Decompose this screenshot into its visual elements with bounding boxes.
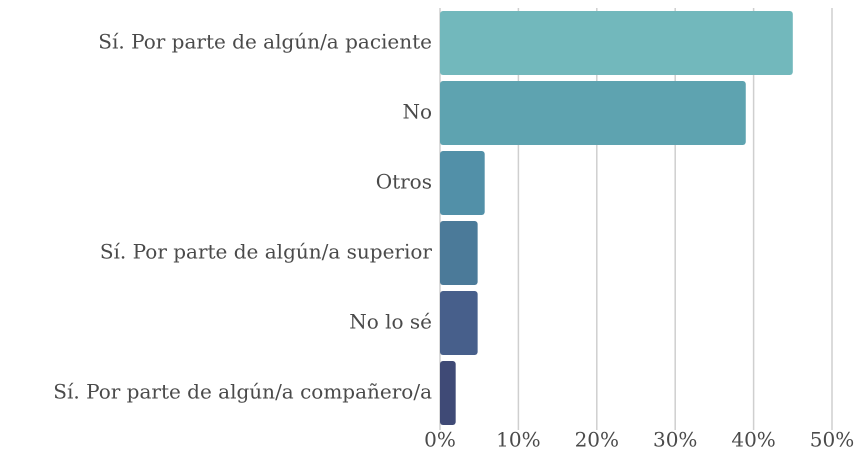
x-tick-label: 40% xyxy=(731,428,775,452)
x-tick-label: 50% xyxy=(810,428,854,452)
x-tick-label: 20% xyxy=(575,428,619,452)
x-tick-label: 10% xyxy=(496,428,540,452)
y-tick-label: Otros xyxy=(376,170,432,194)
y-tick-label: No xyxy=(402,100,432,124)
y-tick-label: Sí. Por parte de algún/a superior xyxy=(100,240,433,264)
bar xyxy=(440,221,478,285)
bar xyxy=(440,151,485,215)
bar xyxy=(440,11,793,75)
y-tick-label: No lo sé xyxy=(349,310,432,334)
x-tick-label: 0% xyxy=(424,428,456,452)
bar xyxy=(440,291,478,355)
x-tick-label: 30% xyxy=(653,428,697,452)
bar xyxy=(440,361,456,425)
bar xyxy=(440,81,746,145)
y-tick-label: Sí. Por parte de algún/a compañero/a xyxy=(53,380,432,404)
y-tick-label: Sí. Por parte de algún/a paciente xyxy=(98,30,432,54)
